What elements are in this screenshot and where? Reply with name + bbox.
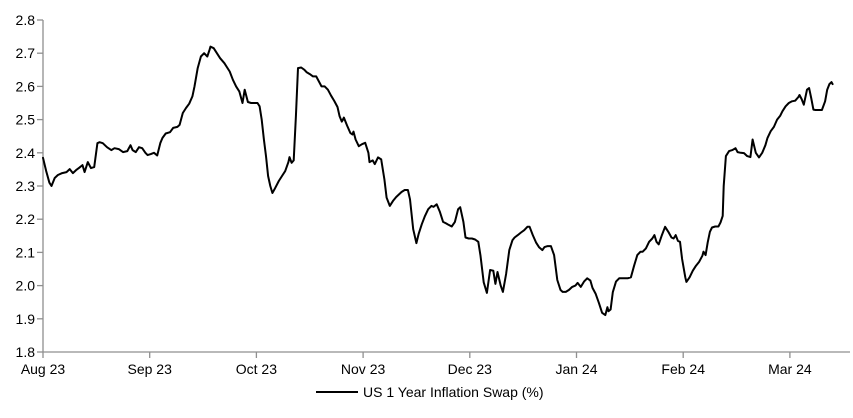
x-axis-tick-label: Feb 24 bbox=[661, 361, 705, 377]
y-axis-tick-label: 1.9 bbox=[16, 311, 36, 327]
y-axis-tick-label: 2.0 bbox=[16, 278, 36, 294]
y-axis-tick-label: 1.8 bbox=[16, 344, 36, 360]
x-axis-tick-label: Jan 24 bbox=[555, 361, 597, 377]
x-axis-tick-label: Mar 24 bbox=[768, 361, 812, 377]
legend-label: US 1 Year Inflation Swap (%) bbox=[363, 384, 544, 400]
x-axis-tick-label: Nov 23 bbox=[341, 361, 386, 377]
y-axis-tick-label: 2.7 bbox=[16, 45, 36, 61]
x-axis-tick-label: Dec 23 bbox=[448, 361, 493, 377]
y-axis-tick-label: 2.8 bbox=[16, 12, 36, 28]
x-axis-tick-label: Oct 23 bbox=[236, 361, 277, 377]
y-axis-tick-label: 2.1 bbox=[16, 244, 36, 260]
x-axis-tick-label: Sep 23 bbox=[128, 361, 173, 377]
legend: US 1 Year Inflation Swap (%) bbox=[316, 384, 544, 400]
series-line bbox=[42, 45, 834, 317]
y-axis-tick-label: 2.5 bbox=[16, 112, 36, 128]
axes: 1.8 1.9 2.0 2.1 2.2 2.3 2.4 2.5 2.6 2.7 2.8 Aug 23 S… bbox=[16, 12, 850, 377]
y-axis-tick-label: 2.4 bbox=[16, 145, 36, 161]
x-axis-tick-label: Aug 23 bbox=[21, 361, 66, 377]
y-axis-tick-label: 2.2 bbox=[16, 211, 36, 227]
y-axis-tick-label: 2.6 bbox=[16, 78, 36, 94]
y-axis-tick-label: 2.3 bbox=[16, 178, 36, 194]
data-series bbox=[42, 45, 834, 317]
